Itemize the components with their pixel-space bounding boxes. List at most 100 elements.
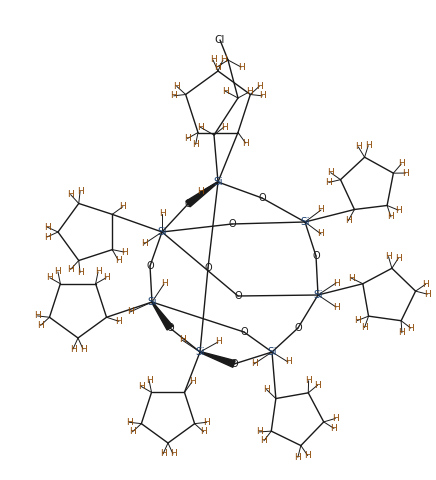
Text: H: H — [245, 87, 252, 96]
Text: H: H — [221, 122, 228, 132]
Text: H: H — [80, 345, 86, 353]
Text: H: H — [317, 205, 324, 215]
Text: H: H — [365, 141, 371, 150]
Text: H: H — [402, 168, 409, 178]
Text: H: H — [221, 86, 228, 96]
Text: H: H — [256, 82, 262, 91]
Text: H: H — [170, 449, 177, 458]
Text: H: H — [160, 449, 167, 458]
Text: O: O — [240, 327, 248, 337]
Text: Cl: Cl — [215, 35, 225, 45]
Text: H: H — [77, 268, 83, 277]
Text: H: H — [285, 358, 291, 367]
Text: H: H — [215, 337, 221, 347]
Text: H: H — [70, 345, 76, 353]
Text: H: H — [67, 265, 74, 274]
Text: H: H — [146, 376, 153, 385]
Text: H: H — [121, 248, 127, 256]
Polygon shape — [152, 302, 173, 330]
Text: H: H — [44, 232, 51, 241]
Polygon shape — [186, 181, 218, 207]
Text: O: O — [234, 291, 242, 301]
Text: H: H — [242, 139, 249, 147]
Text: H: H — [261, 436, 267, 445]
Text: O: O — [230, 359, 238, 369]
Text: O: O — [312, 251, 320, 261]
Text: H: H — [37, 321, 44, 330]
Text: H: H — [200, 427, 207, 436]
Text: O: O — [228, 219, 236, 229]
Text: H: H — [332, 414, 339, 423]
Text: H: H — [160, 279, 167, 288]
Text: O: O — [146, 261, 154, 271]
Text: H: H — [345, 216, 351, 225]
Text: H: H — [115, 256, 122, 264]
Text: H: H — [214, 62, 220, 72]
Text: H: H — [388, 213, 394, 221]
Text: H: H — [398, 159, 405, 168]
Text: H: H — [192, 140, 199, 149]
Text: H: H — [294, 453, 301, 462]
Text: H: H — [399, 328, 405, 337]
Text: H: H — [67, 190, 74, 199]
Text: H: H — [259, 91, 266, 100]
Text: H: H — [305, 376, 312, 385]
Text: O: O — [204, 263, 212, 273]
Text: H: H — [197, 122, 203, 132]
Text: H: H — [422, 280, 429, 289]
Text: O: O — [166, 323, 174, 333]
Text: H: H — [354, 316, 361, 325]
Text: Si: Si — [213, 177, 223, 187]
Text: H: H — [325, 178, 332, 187]
Text: H: H — [189, 377, 195, 386]
Text: H: H — [126, 308, 133, 316]
Text: H: H — [220, 56, 226, 64]
Text: H: H — [129, 427, 136, 436]
Text: H: H — [304, 451, 311, 460]
Text: Si: Si — [157, 227, 167, 237]
Text: H: H — [47, 273, 53, 282]
Text: H: H — [333, 278, 339, 288]
Text: H: H — [170, 91, 177, 100]
Text: Si: Si — [195, 347, 205, 357]
Text: O: O — [184, 199, 192, 209]
Text: H: H — [138, 382, 144, 391]
Text: Si: Si — [147, 297, 157, 307]
Text: H: H — [317, 229, 324, 239]
Text: H: H — [126, 418, 133, 427]
Text: H: H — [395, 205, 402, 215]
Text: H: H — [141, 240, 147, 249]
Text: H: H — [355, 143, 361, 151]
Text: O: O — [258, 193, 266, 203]
Text: H: H — [179, 336, 185, 345]
Text: Si: Si — [300, 217, 310, 227]
Text: H: H — [77, 187, 83, 196]
Text: O: O — [294, 323, 302, 333]
Text: H: H — [263, 385, 270, 394]
Text: H: H — [116, 317, 122, 326]
Text: H: H — [184, 134, 191, 143]
Text: Si: Si — [313, 290, 323, 300]
Text: H: H — [385, 252, 392, 261]
Text: H: H — [314, 381, 321, 390]
Text: H: H — [95, 267, 102, 276]
Text: H: H — [407, 324, 414, 333]
Text: H: H — [395, 253, 402, 263]
Text: H: H — [424, 289, 431, 299]
Text: H: H — [256, 427, 262, 436]
Text: H: H — [197, 188, 203, 196]
Text: H: H — [327, 168, 334, 177]
Text: H: H — [210, 56, 216, 64]
Text: H: H — [238, 62, 244, 72]
Text: Si: Si — [267, 347, 277, 357]
Text: H: H — [44, 223, 51, 231]
Text: H: H — [54, 267, 61, 276]
Text: H: H — [361, 323, 368, 332]
Text: H: H — [174, 82, 180, 91]
Text: H: H — [34, 312, 41, 321]
Text: H: H — [348, 274, 354, 283]
Text: H: H — [103, 273, 109, 282]
Text: H: H — [203, 418, 210, 427]
Polygon shape — [200, 351, 235, 367]
Text: H: H — [119, 202, 126, 211]
